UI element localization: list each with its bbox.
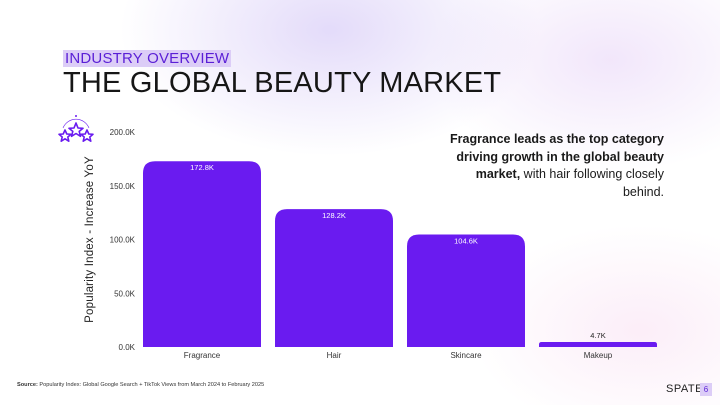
source-text: Popularity Index: Global Google Search +…: [37, 382, 265, 388]
page-title: THE GLOBAL BEAUTY MARKET: [63, 67, 502, 99]
bar-fragrance: [143, 161, 261, 347]
bar-value-label: 128.2K: [322, 211, 346, 220]
bar-makeup: [539, 341, 657, 347]
stars-award-badge-icon: [58, 115, 94, 143]
x-tick-label: Hair: [327, 351, 342, 360]
x-tick-label: Makeup: [584, 351, 613, 360]
y-tick-label: 50.0K: [114, 289, 136, 298]
page-number: 6: [700, 383, 712, 396]
bar-hair: [275, 209, 393, 347]
source-note: Source: Popularity Index: Global Google …: [17, 382, 264, 388]
callout-bold: Fragrance leads as the top category driv…: [450, 132, 664, 181]
y-tick-label: 100.0K: [110, 236, 136, 245]
section-eyebrow: INDUSTRY OVERVIEW: [63, 50, 232, 67]
bar-value-label: 172.8K: [190, 163, 214, 172]
callout-regular: with hair following closely behind.: [520, 167, 664, 199]
callout-text: Fragrance leads as the top category driv…: [444, 131, 664, 201]
source-label: Source:: [17, 382, 38, 388]
y-tick-label: 200.0K: [110, 128, 136, 137]
y-tick-label: 150.0K: [110, 182, 136, 191]
y-axis-label: Popularity Index - Increase YoY: [84, 156, 96, 323]
bar-value-label: 104.6K: [454, 237, 478, 246]
y-tick-label: 0.0K: [119, 343, 136, 352]
x-tick-label: Skincare: [450, 351, 482, 360]
brand-logo: SPATE: [666, 383, 703, 395]
x-tick-label: Fragrance: [184, 351, 221, 360]
bar-skincare: [407, 234, 525, 347]
bar-value-label: 4.7K: [590, 331, 605, 340]
